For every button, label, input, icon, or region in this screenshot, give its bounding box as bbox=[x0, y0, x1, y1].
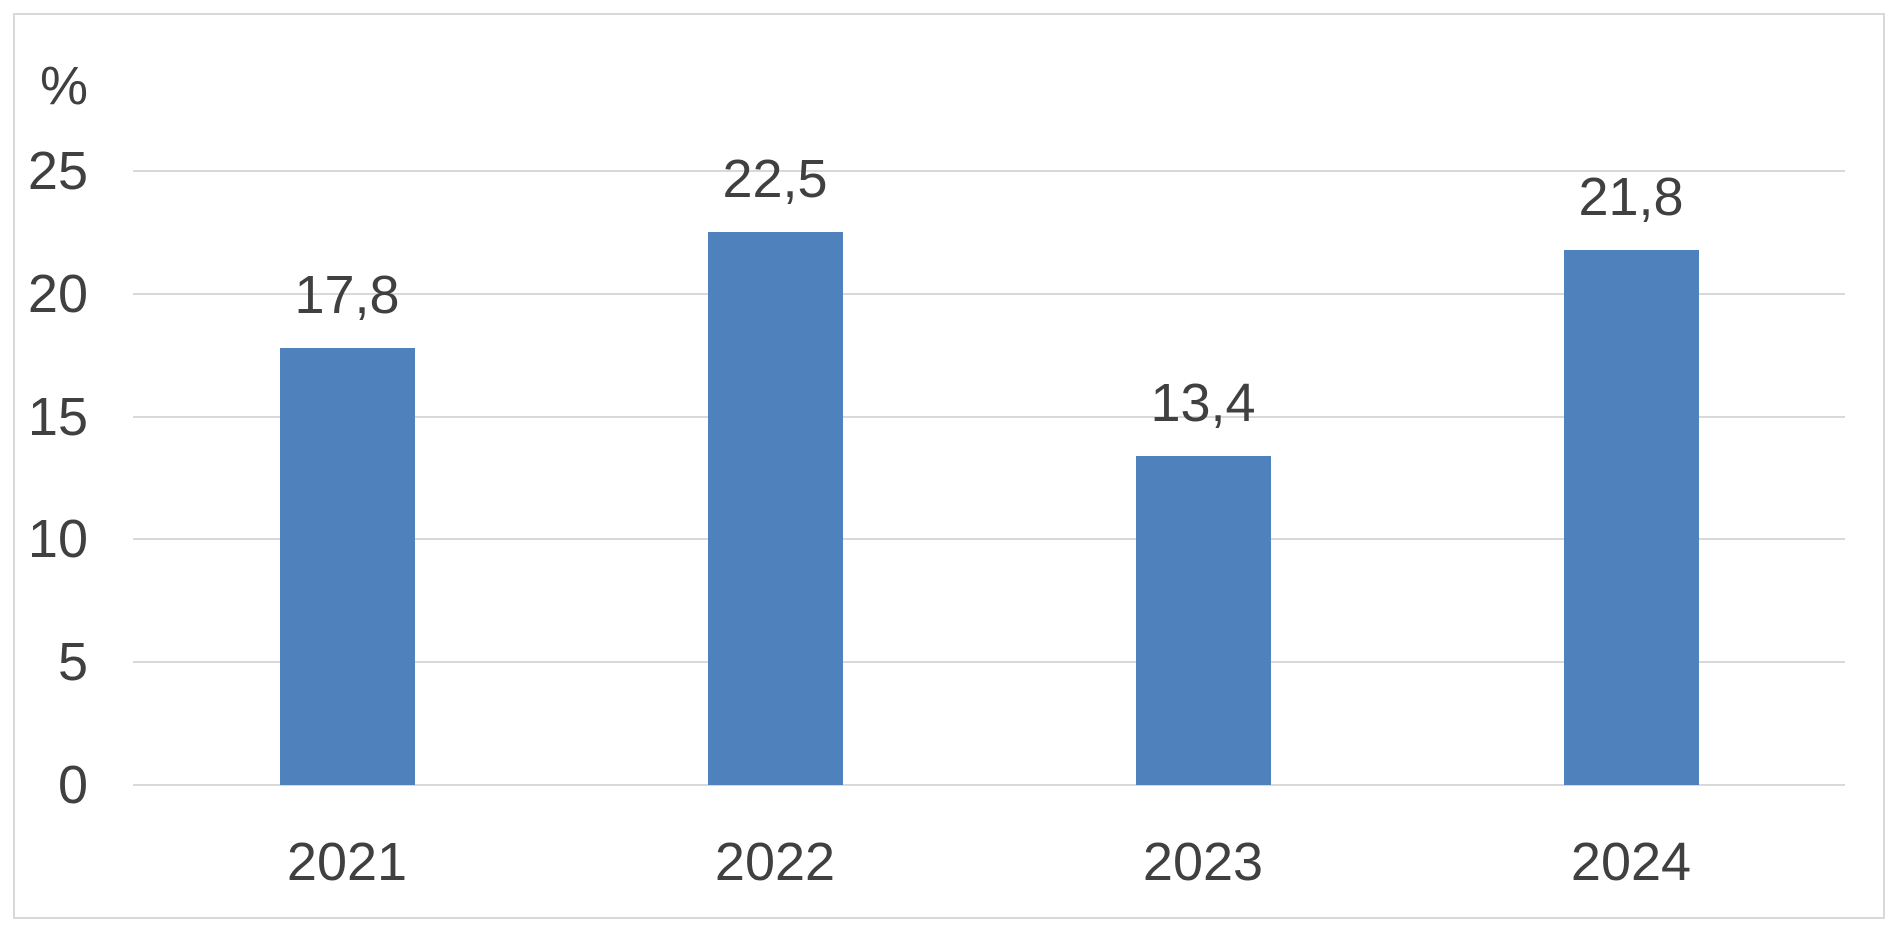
gridline-5 bbox=[133, 661, 1845, 664]
y-tick-label-15: 15 bbox=[27, 386, 88, 447]
value-label-2023: 13,4 bbox=[1150, 372, 1256, 433]
y-axis-unit-label: % bbox=[40, 56, 89, 116]
gridline-10 bbox=[133, 538, 1845, 541]
x-category-label-2024: 2024 bbox=[1570, 832, 1692, 892]
value-label-2022: 22,5 bbox=[722, 149, 828, 210]
y-tick-label-0: 0 bbox=[57, 755, 88, 815]
x-category-label-2023: 2023 bbox=[1142, 832, 1264, 892]
gridline-20 bbox=[133, 292, 1845, 295]
x-category-label-2021: 2021 bbox=[286, 832, 408, 892]
gridline-15 bbox=[133, 415, 1845, 418]
y-tick-label-20: 20 bbox=[27, 263, 88, 324]
value-label-2024: 21,8 bbox=[1578, 166, 1684, 227]
gridline-25 bbox=[133, 170, 1845, 172]
y-tick-label-10: 10 bbox=[27, 509, 88, 570]
value-label-2021: 17,8 bbox=[294, 264, 400, 325]
y-tick-label-25: 25 bbox=[27, 141, 88, 201]
bar-2023 bbox=[1135, 455, 1271, 785]
y-tick-label-5: 5 bbox=[57, 632, 88, 693]
x-category-label-2022: 2022 bbox=[714, 832, 836, 892]
bar-2024 bbox=[1563, 249, 1699, 785]
bar-2022 bbox=[707, 232, 843, 785]
gridline-0 bbox=[133, 784, 1845, 786]
bar-2021 bbox=[279, 347, 415, 785]
